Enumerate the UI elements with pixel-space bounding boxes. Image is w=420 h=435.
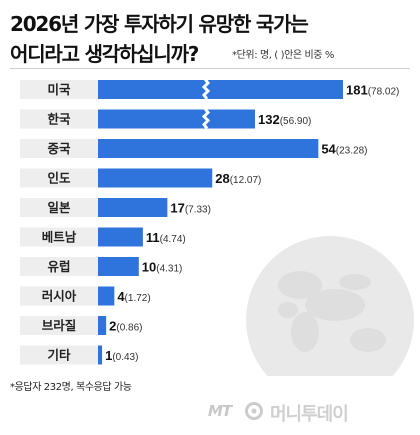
- category-band: [20, 198, 98, 217]
- source-logo-mark: MT: [208, 402, 232, 420]
- bar: [98, 227, 143, 247]
- bar: [98, 198, 168, 217]
- bar-chart: 미국 181(78.02) 한국 132(56.90) 중국 54(23.28) 인도 28(…: [20, 78, 414, 376]
- category-label: 기타: [47, 348, 71, 363]
- category-label: 베트남: [42, 230, 77, 245]
- category-band: [20, 168, 98, 188]
- category-band: [20, 286, 98, 306]
- category-label: 유럽: [47, 259, 70, 274]
- category-band: [20, 316, 98, 335]
- title-divider: [10, 68, 410, 69]
- respondent-footnote: *응답자 232명, 복수응답 가능: [10, 382, 132, 393]
- unit-note: *단위: 명, ( )안은 비중 %: [232, 50, 334, 61]
- value-label: 1(0.43): [105, 348, 138, 363]
- category-band: [20, 109, 98, 129]
- chart-title-line2: 어디라고 생각하십니까?: [10, 42, 199, 66]
- category-label: 한국: [47, 112, 71, 127]
- bar: [98, 345, 103, 365]
- category-label: 브라질: [42, 318, 77, 333]
- category-band: [20, 257, 98, 276]
- bar: [98, 139, 319, 158]
- bar: [98, 316, 107, 335]
- source-logo-name: 머니투데이: [270, 404, 349, 425]
- bar: [98, 286, 115, 306]
- bar: [98, 109, 255, 129]
- bar: [98, 257, 139, 276]
- category-band: [20, 345, 98, 365]
- category-band: [20, 139, 98, 158]
- value-label: 17(7.33): [170, 201, 211, 216]
- value-label: 11(4.74): [146, 230, 186, 245]
- world-globe-map: [246, 236, 414, 376]
- category-label: 일본: [47, 200, 71, 215]
- category-label: 미국: [47, 82, 71, 97]
- axis-break-mark: [201, 107, 211, 130]
- axis-break-mark: [201, 78, 211, 100]
- value-label: 4(1.72): [117, 289, 150, 304]
- value-label: 181(78.02): [346, 83, 399, 98]
- logo-ring-icon: [245, 402, 263, 420]
- source-logo: MT 머니투데이: [208, 398, 413, 426]
- value-label: 132(56.90): [258, 112, 311, 127]
- category-band: [20, 227, 98, 247]
- value-label: 54(23.28): [321, 142, 367, 157]
- category-label: 중국: [47, 141, 71, 156]
- category-label: 러시아: [42, 289, 77, 304]
- value-label: 28(12.07): [215, 171, 261, 186]
- value-label: 10(4.31): [142, 260, 183, 275]
- bar: [98, 80, 343, 99]
- chart-title-line1: 2026년 가장 투자하기 유망한 국가는: [10, 12, 309, 36]
- bar: [98, 168, 213, 188]
- category-band: [20, 80, 98, 99]
- category-label: 인도: [47, 171, 71, 186]
- value-label: 2(0.86): [109, 319, 142, 334]
